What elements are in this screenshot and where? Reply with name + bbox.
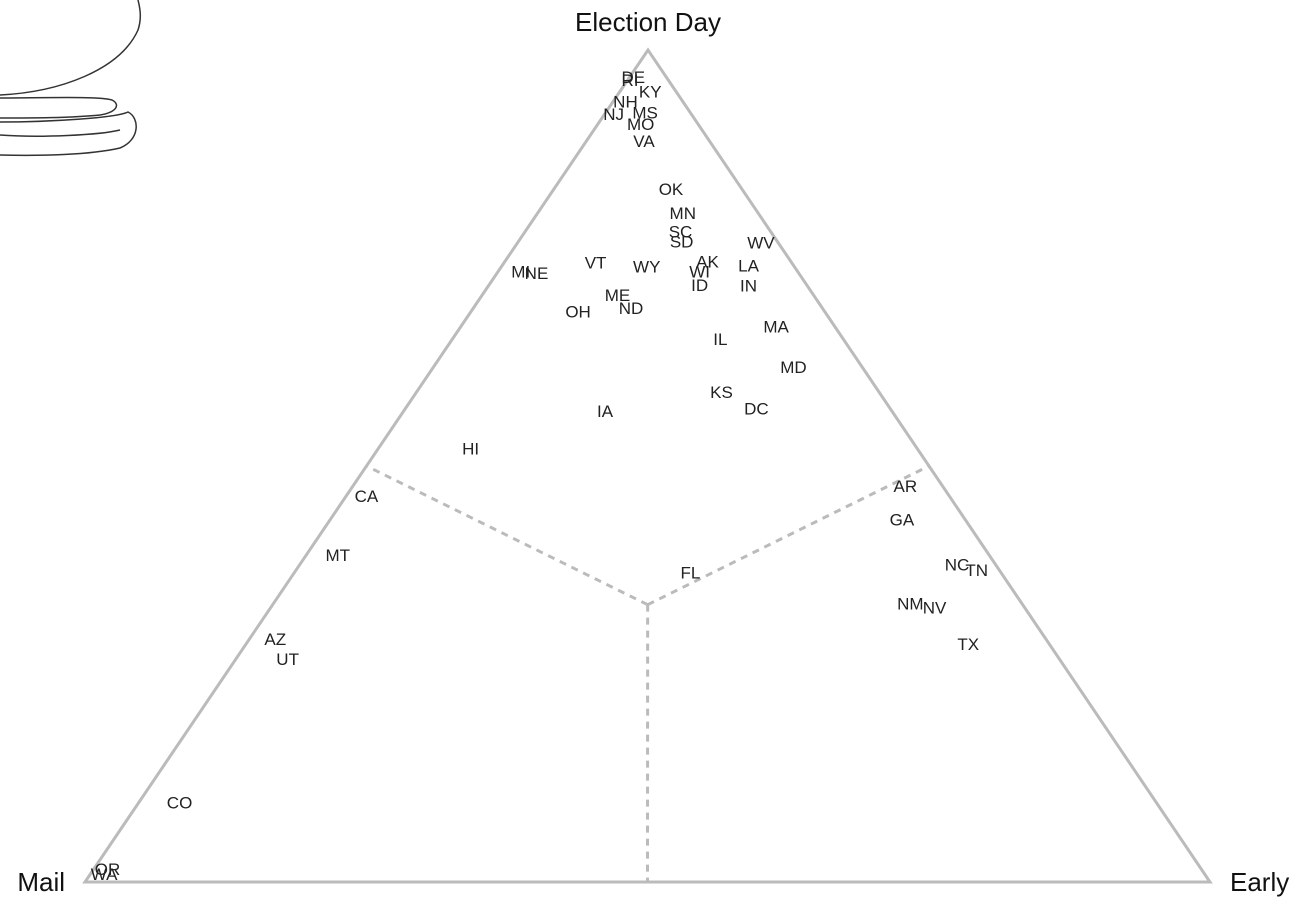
state-label: WI (689, 262, 710, 281)
state-label: CA (355, 487, 379, 506)
vertex-label: Election Day (575, 7, 721, 37)
state-label: LA (738, 257, 759, 276)
triangle-edge (82, 47, 1213, 884)
triangle-frame: Election Day Mail Early (17, 7, 1289, 897)
state-label: MN (670, 204, 696, 223)
state-label: KY (639, 83, 662, 102)
state-label: AZ (264, 630, 286, 649)
state-label: NC (945, 555, 970, 574)
state-label: NV (923, 599, 947, 618)
state-label: SD (670, 233, 694, 252)
state-label: DE (622, 68, 646, 87)
state-label: NH (613, 93, 638, 112)
region-divider (365, 464, 649, 607)
state-label: OK (659, 180, 684, 199)
state-label: CO (167, 793, 193, 812)
globe-icon (0, 0, 142, 157)
state-label: IN (740, 277, 757, 296)
state-label: TX (957, 635, 979, 654)
state-label: NJ (603, 105, 624, 124)
state-label: VT (585, 253, 607, 272)
state-label: VA (633, 132, 655, 151)
region-divider (647, 464, 930, 607)
state-label: MT (325, 546, 350, 565)
state-label: WY (633, 257, 660, 276)
state-label: ID (691, 276, 708, 295)
vertex-label: Mail (17, 867, 65, 897)
state-label: TN (965, 561, 988, 580)
state-label: SC (669, 223, 693, 242)
state-label: MO (627, 115, 654, 134)
state-label: FL (681, 564, 701, 583)
state-label: RI (621, 71, 638, 90)
state-label: AK (696, 252, 719, 271)
state-label: WA (91, 865, 118, 884)
state-label: WV (747, 233, 775, 252)
state-label: MA (763, 317, 789, 336)
state-label: GA (890, 510, 915, 529)
state-label: AR (894, 477, 918, 496)
state-label: ME (605, 286, 631, 305)
state-label: KS (710, 383, 733, 402)
state-label: DC (744, 400, 769, 419)
state-label: OR (95, 860, 121, 879)
state-label: ND (619, 299, 644, 318)
state-label: IA (597, 402, 614, 421)
state-label: IL (713, 330, 727, 349)
vertex-label: Early (1230, 867, 1289, 897)
state-label: MI (511, 262, 530, 281)
state-label: NM (897, 594, 923, 613)
state-label: MD (780, 358, 806, 377)
state-label: MS (632, 104, 658, 123)
state-label: NE (525, 264, 549, 283)
state-label: HI (462, 440, 479, 459)
state-label: OH (565, 302, 591, 321)
state-label: UT (276, 650, 299, 669)
